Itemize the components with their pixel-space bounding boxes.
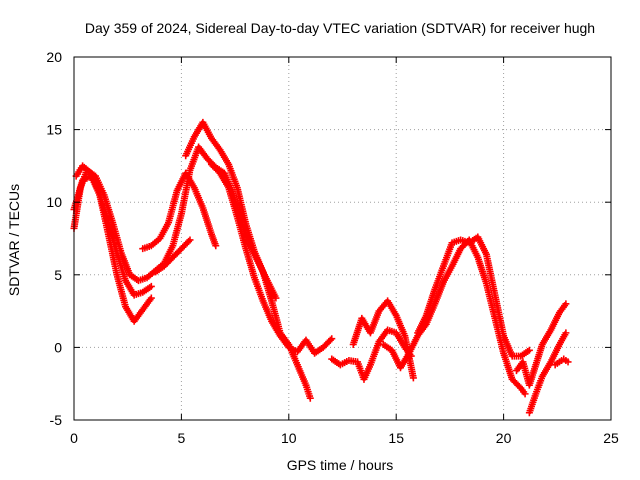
data-point	[562, 329, 570, 337]
chart-title: Day 359 of 2024, Sidereal Day-to-day VTE…	[85, 20, 595, 36]
series-track-9	[349, 297, 417, 382]
data-point	[525, 346, 533, 354]
x-tick-label: 15	[388, 430, 404, 446]
y-tick-label: 15	[46, 122, 62, 138]
y-tick-label: 20	[46, 49, 62, 65]
series-track-7	[207, 160, 336, 357]
data-point	[521, 390, 529, 398]
series-track-11	[414, 233, 533, 360]
y-tick-label: 0	[54, 339, 62, 355]
series-track-6	[182, 118, 314, 402]
data-point	[185, 237, 193, 245]
data-point	[306, 394, 314, 402]
series-track-10	[379, 236, 529, 398]
series-track-8	[328, 326, 415, 383]
data-points	[70, 118, 572, 417]
axis-ticks: 0 5 10 15 20 25 -5 0 5 10 15 20	[46, 49, 619, 446]
y-tick-label: 10	[46, 194, 62, 210]
data-point	[212, 242, 220, 250]
data-point	[272, 294, 280, 302]
x-tick-label: 0	[70, 430, 78, 446]
x-axis-label: GPS time / hours	[287, 457, 394, 473]
x-tick-label: 20	[496, 430, 512, 446]
data-point	[147, 294, 155, 302]
series-track-3	[72, 162, 155, 325]
series-track-12	[512, 300, 570, 389]
data-point	[186, 236, 194, 244]
y-tick-label: -5	[50, 412, 63, 428]
y-tick-label: 5	[54, 267, 62, 283]
grid-lines	[74, 57, 611, 420]
series-track-5	[152, 236, 194, 276]
data-point	[564, 358, 572, 366]
data-point	[409, 374, 417, 382]
x-tick-label: 25	[603, 430, 619, 446]
x-tick-label: 5	[178, 430, 186, 446]
x-tick-label: 10	[281, 430, 297, 446]
plot-frame	[73, 56, 612, 421]
data-point	[147, 282, 155, 290]
series-track-4	[139, 169, 220, 253]
series-track-14	[551, 355, 572, 369]
data-point	[328, 335, 336, 343]
series-track-13	[525, 329, 570, 417]
data-point	[326, 336, 334, 344]
y-axis-label: SDTVAR / TECUs	[6, 184, 22, 296]
data-point	[562, 300, 570, 308]
